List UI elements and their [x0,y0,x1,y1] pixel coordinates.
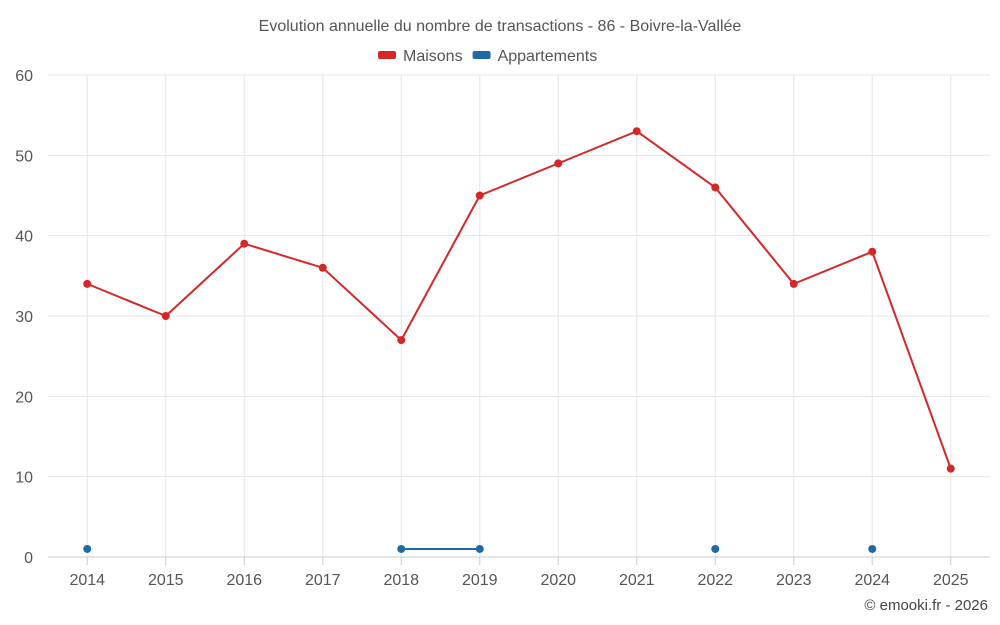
series-maisons [83,127,955,473]
x-tick-label: 2015 [148,572,184,589]
data-point [711,183,720,192]
data-point [711,544,720,553]
data-point [868,247,877,256]
data-point [397,544,406,553]
y-tick-label: 0 [24,550,33,567]
legend-swatch [472,51,491,59]
chart-title: Evolution annuelle du nombre de transact… [259,18,742,35]
data-point [632,127,641,136]
data-point [240,239,249,248]
axes: 0 10 20 30 40 50 60 2014 2015 2016 2017 2018 2019 202… [15,68,990,589]
legend: Maisons Appartements [378,48,597,65]
data-point [789,279,798,288]
x-tick-label: 2022 [697,572,733,589]
series-line [86,130,952,469]
data-point [475,191,484,200]
data-point [318,263,327,272]
series-layer [83,127,955,553]
x-tick-label: 2020 [540,572,576,589]
x-tick-label: 2025 [933,572,969,589]
x-tick-label: 2016 [226,572,262,589]
series-appartements [83,544,877,553]
x-tick-label: 2014 [69,572,105,589]
data-point [83,544,92,553]
y-tick-label: 30 [15,309,33,326]
x-tick-label: 2023 [776,572,812,589]
y-tick-label: 20 [15,389,33,406]
y-tick-label: 50 [15,148,33,165]
y-tick-label: 40 [15,229,33,246]
legend-label: Maisons [403,48,463,65]
data-point [161,312,170,320]
x-tick-label: 2018 [383,572,419,589]
data-point [397,336,406,345]
x-tick-label: 2021 [619,572,655,589]
x-tick-label: 2017 [305,572,341,589]
credit-text: © emooki.fr - 2026 [864,597,988,614]
y-tick-label: 10 [15,470,33,487]
x-tick-label: 2019 [462,572,498,589]
x-tick-label: 2024 [854,572,890,589]
legend-label: Appartements [498,48,598,65]
data-point [946,464,955,473]
y-tick-label: 60 [15,68,33,85]
data-point [475,544,484,553]
data-point [868,544,877,553]
data-point [83,279,92,288]
grid [48,74,990,557]
legend-swatch [378,51,396,59]
data-point [554,159,563,168]
